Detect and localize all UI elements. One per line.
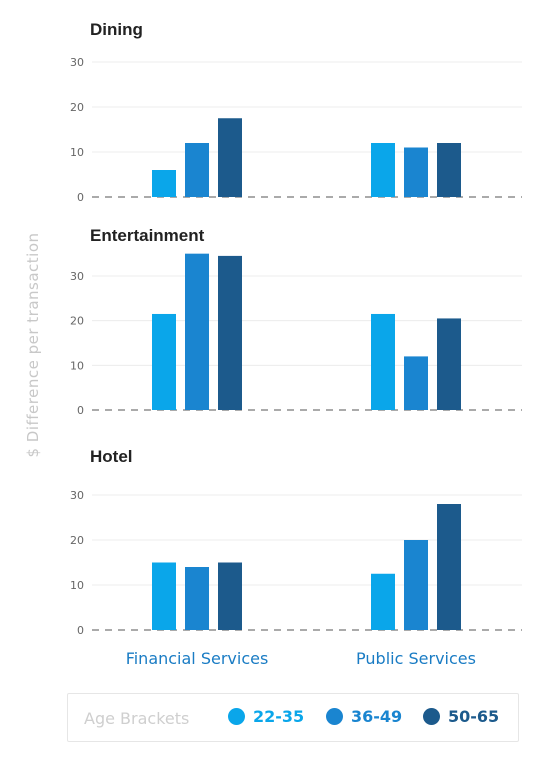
legend-dot-icon xyxy=(423,708,440,725)
legend-label: 50-65 xyxy=(448,707,500,726)
category-label-0: Financial Services xyxy=(126,649,269,668)
bar-22-35-public xyxy=(371,143,395,197)
bar-50-65-financial xyxy=(218,562,242,630)
legend-label: 22-35 xyxy=(253,707,305,726)
y-tick-label: 20 xyxy=(70,101,84,114)
bar-50-65-public xyxy=(437,318,461,410)
legend-item-50-65: 50-65 xyxy=(423,707,499,726)
panel-title: Hotel xyxy=(90,447,133,466)
bar-22-35-public xyxy=(371,573,395,630)
y-tick-label: 30 xyxy=(70,270,84,283)
legend-dot-icon xyxy=(326,708,343,725)
bar-36-49-financial xyxy=(185,143,209,197)
chart-svg: $ Difference per transaction Dining 0 10 20… xyxy=(24,20,522,668)
y-tick-label: 30 xyxy=(70,489,84,502)
y-tick-label: 0 xyxy=(77,191,84,204)
panel-entertainment: Entertainment 0 10 20 30 xyxy=(70,226,522,417)
panel-hotel: Hotel 0 10 20 30 xyxy=(70,447,522,637)
panel-title: Dining xyxy=(90,20,143,39)
chart-panels: Dining 0 10 20 30 Entertainment 0 10 20 30 Hotel 0 1… xyxy=(70,20,522,637)
bar-36-49-public xyxy=(404,356,428,410)
bar-50-65-public xyxy=(437,504,461,630)
bar-50-65-public xyxy=(437,143,461,197)
legend-label: 36-49 xyxy=(351,707,403,726)
legend-title: Age Brackets xyxy=(84,709,190,728)
legend-item-36-49: 36-49 xyxy=(326,707,402,726)
bar-36-49-financial xyxy=(185,567,209,630)
y-tick-label: 10 xyxy=(70,579,84,592)
panel-title: Entertainment xyxy=(90,226,205,245)
y-tick-label: 10 xyxy=(70,359,84,372)
bar-22-35-financial xyxy=(152,170,176,197)
legend-item-22-35: 22-35 xyxy=(228,707,304,726)
legend-dot-icon xyxy=(228,708,245,725)
bar-36-49-financial xyxy=(185,253,209,410)
legend: Age Brackets 22-35 36-49 50-65 xyxy=(67,693,519,742)
bar-22-35-financial xyxy=(152,313,176,410)
bar-36-49-public xyxy=(404,540,428,630)
y-tick-label: 30 xyxy=(70,56,84,69)
bar-22-35-financial xyxy=(152,562,176,630)
bar-22-35-public xyxy=(371,313,395,410)
y-tick-label: 0 xyxy=(77,404,84,417)
y-tick-label: 0 xyxy=(77,624,84,637)
bar-50-65-financial xyxy=(218,118,242,197)
y-tick-label: 20 xyxy=(70,315,84,328)
bar-50-65-financial xyxy=(218,255,242,410)
y-tick-label: 10 xyxy=(70,146,84,159)
panel-dining: Dining 0 10 20 30 xyxy=(70,20,522,204)
y-tick-label: 20 xyxy=(70,534,84,547)
bar-36-49-public xyxy=(404,147,428,197)
category-label-1: Public Services xyxy=(356,649,476,668)
y-axis-label: $ Difference per transaction xyxy=(24,232,42,457)
